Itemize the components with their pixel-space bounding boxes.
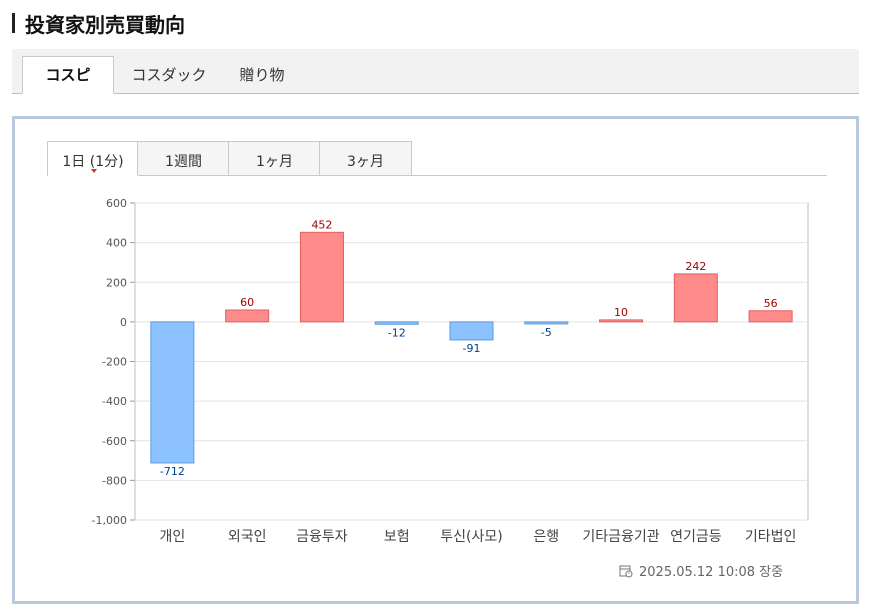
data-label: 242 bbox=[685, 260, 706, 273]
calendar-clock-icon bbox=[619, 565, 633, 577]
data-label: 60 bbox=[240, 296, 254, 309]
data-label: -91 bbox=[463, 342, 481, 355]
tab-1day-label: 1日 (1分) bbox=[62, 154, 124, 170]
y-tick-label: -1,000 bbox=[92, 514, 127, 527]
data-label: 56 bbox=[764, 297, 778, 310]
timestamp-text: 2025.05.12 10:08 장중 bbox=[639, 565, 784, 580]
y-tick-label: 600 bbox=[106, 197, 127, 210]
page-title: 投資家別売買動向 bbox=[12, 10, 185, 37]
bar bbox=[673, 273, 718, 323]
bar bbox=[449, 321, 494, 341]
data-label: 10 bbox=[614, 306, 628, 319]
bar bbox=[748, 310, 793, 323]
bar bbox=[299, 231, 344, 323]
y-tick-label: -400 bbox=[102, 395, 127, 408]
x-tick-label: 기타금융기관 bbox=[582, 529, 659, 545]
bar bbox=[374, 321, 419, 325]
x-tick-label: 연기금등 bbox=[670, 529, 722, 545]
y-tick-label: -600 bbox=[102, 435, 127, 448]
y-tick-label: -200 bbox=[102, 356, 127, 369]
data-label: -712 bbox=[160, 465, 185, 478]
data-label: -5 bbox=[541, 326, 552, 339]
timestamp: 2025.05.12 10:08 장중 bbox=[619, 561, 783, 580]
x-tick-label: 기타법인 bbox=[745, 529, 797, 545]
bar bbox=[150, 321, 195, 464]
y-tick-label: 400 bbox=[106, 237, 127, 250]
tab-kosdaq[interactable]: コスダック bbox=[131, 66, 207, 84]
selected-marker-icon bbox=[91, 169, 97, 173]
y-tick-label: 0 bbox=[120, 316, 127, 329]
x-tick-label: 보험 bbox=[384, 529, 410, 545]
x-tick-label: 투신(사모) bbox=[440, 529, 502, 545]
data-label: -12 bbox=[388, 326, 406, 339]
tab-1week[interactable]: 1週間 bbox=[137, 141, 230, 175]
tab-1month[interactable]: 1ヶ月 bbox=[228, 141, 321, 175]
investor-bar-chart: 600 400 200 0 -200 -400 -600 -800 -1,000 -712 개인 60… bbox=[92, 197, 809, 545]
data-label: 452 bbox=[311, 218, 332, 231]
x-tick-label: 개인 bbox=[160, 529, 186, 545]
chart-panel: 1日 (1分) 1週間 1ヶ月 3ヶ月 600 400 200 0 -200 -400 -6… bbox=[12, 116, 859, 604]
tab-gift[interactable]: 贈り物 bbox=[239, 66, 285, 84]
title-accent-bar bbox=[12, 13, 15, 33]
period-tabs: 1日 (1分) 1週間 1ヶ月 3ヶ月 bbox=[47, 141, 827, 176]
market-tabs: コスピ コスダック 贈り物 bbox=[12, 49, 859, 94]
x-tick-label: 금융투자 bbox=[296, 529, 348, 545]
bar bbox=[524, 321, 569, 325]
tab-kospi[interactable]: コスピ bbox=[22, 56, 114, 94]
bar bbox=[225, 309, 270, 323]
page-title-text: 投資家別売買動向 bbox=[25, 12, 185, 37]
y-tick-label: 200 bbox=[106, 276, 127, 289]
tab-1day[interactable]: 1日 (1分) bbox=[47, 141, 139, 176]
x-tick-label: 은행 bbox=[533, 529, 559, 545]
bar bbox=[599, 319, 644, 323]
y-tick-label: -800 bbox=[102, 474, 127, 487]
tab-3month[interactable]: 3ヶ月 bbox=[319, 141, 412, 175]
x-tick-label: 외국인 bbox=[228, 529, 267, 545]
